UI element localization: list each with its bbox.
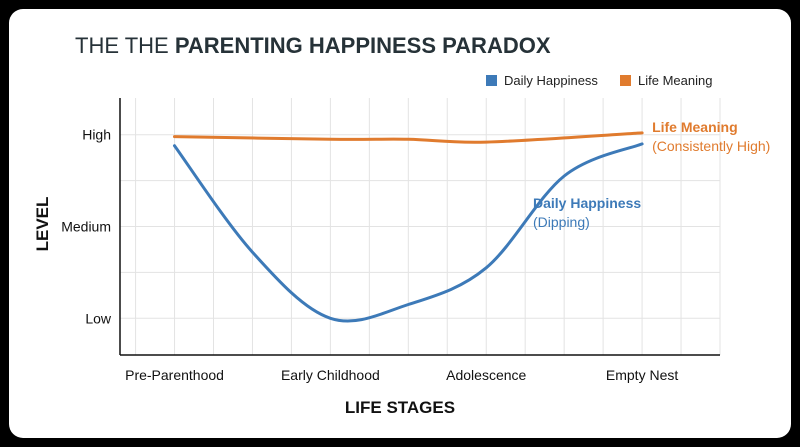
annotation-title: Daily Happiness	[533, 195, 641, 211]
chart-card	[9, 9, 791, 438]
legend: Daily Happiness Life Meaning	[486, 73, 712, 88]
chart-title-prefix: THE THE	[75, 33, 175, 58]
chart-title: THE THE PARENTING HAPPINESS PARADOX	[75, 33, 551, 58]
y-tick-label: High	[82, 127, 111, 143]
legend-label: Life Meaning	[638, 73, 712, 88]
axes	[119, 98, 720, 356]
chart-title-main: PARENTING HAPPINESS PARADOX	[175, 33, 551, 58]
x-axis-label: LIFE STAGES	[345, 398, 455, 417]
x-tick-label: Early Childhood	[281, 367, 380, 383]
series-line-life-meaning	[173, 131, 644, 144]
y-axis-label: LEVEL	[33, 197, 52, 252]
y-tick-label: Medium	[61, 219, 111, 235]
annotation-subtitle: (Dipping)	[533, 214, 590, 230]
x-tick-label: Adolescence	[446, 367, 526, 383]
x-tick-label: Empty Nest	[606, 367, 678, 383]
annotation-title: Life Meaning	[652, 119, 738, 135]
legend-swatch	[620, 75, 631, 86]
annotations: Life Meaning (Consistently High) Daily Hap…	[533, 119, 770, 230]
legend-label: Daily Happiness	[504, 73, 598, 88]
legend-swatch	[486, 75, 497, 86]
x-tick-label: Pre-Parenthood	[125, 367, 224, 383]
series-line-daily-happiness	[173, 142, 644, 323]
annotation-subtitle: (Consistently High)	[652, 138, 770, 154]
tick-labels: Pre-Parenthood Early Childhood Adolescence…	[61, 127, 678, 383]
y-tick-label: Low	[85, 310, 112, 326]
series-lines	[173, 131, 644, 323]
